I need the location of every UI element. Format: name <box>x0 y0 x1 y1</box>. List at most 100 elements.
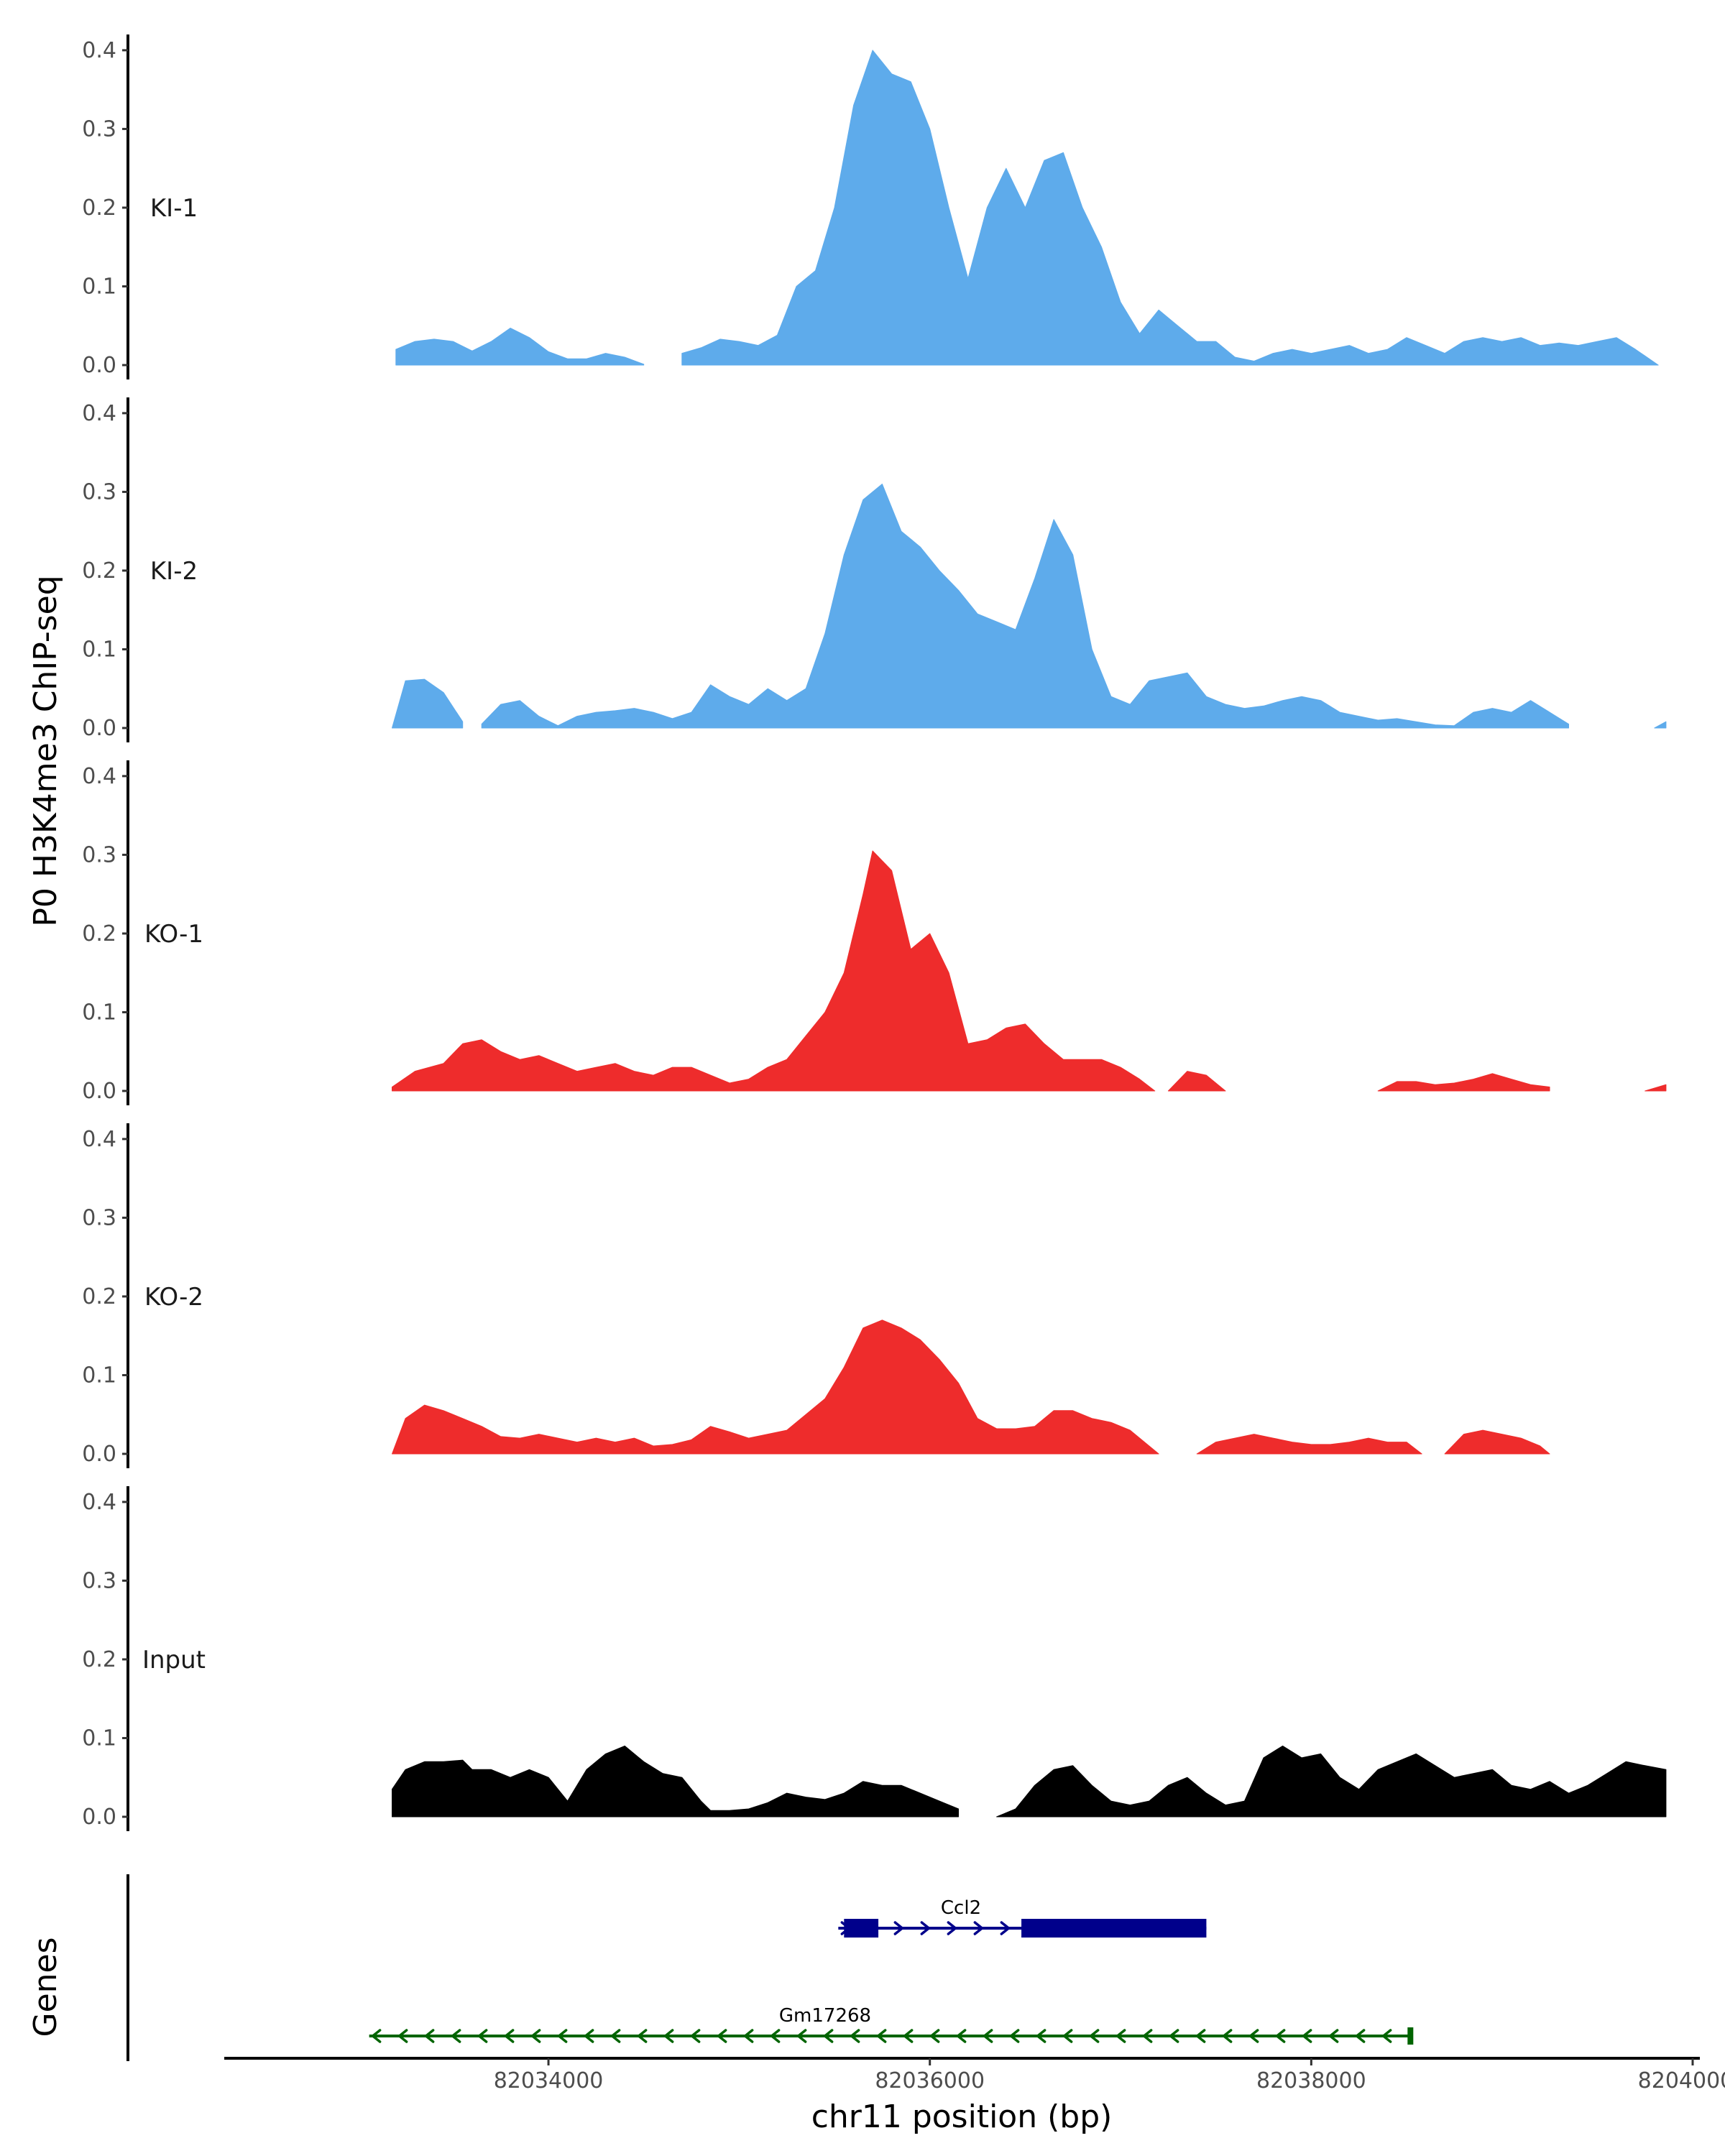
strand-chevron <box>822 2029 834 2043</box>
y-tick-label: 0.1 <box>82 274 116 299</box>
strand-chevron <box>920 1921 932 1935</box>
gene-ccl2: Ccl2 <box>838 1897 1207 1938</box>
strand-chevron <box>1168 2029 1179 2043</box>
x-tick-label: 82038000 <box>1256 2068 1366 2093</box>
y-tick-label: 0.0 <box>82 1442 116 1467</box>
signal-area <box>1654 721 1667 729</box>
strand-chevron <box>1354 2029 1366 2043</box>
track-label: KO-1 <box>144 920 203 949</box>
y-tick-label: 0.0 <box>82 1079 116 1104</box>
y-tick-label: 0.1 <box>82 1000 116 1025</box>
signal-area <box>392 678 464 729</box>
track-ko-1: 0.0 0.1 0.2 0.3 0.4 KO-1 <box>82 760 1667 1105</box>
strand-chevron <box>689 2029 701 2043</box>
strand-chevron <box>902 2029 914 2043</box>
y-tick-label: 0.0 <box>82 353 116 378</box>
strand-chevron <box>1274 2029 1286 2043</box>
signal-area <box>1196 1434 1422 1455</box>
strand-chevron <box>1381 2029 1392 2043</box>
strand-chevron <box>1221 2029 1233 2043</box>
strand-chevron <box>1062 2029 1073 2043</box>
signal-area <box>1644 1084 1667 1092</box>
gene-end-marker <box>1407 2027 1414 2045</box>
strand-chevron <box>796 2029 807 2043</box>
strand-chevron <box>1328 2029 1339 2043</box>
gene-track: Ccl2 Gm17268 <box>126 1874 1414 2061</box>
signal-area <box>395 328 645 366</box>
y-tick-label: 0.4 <box>82 401 116 426</box>
y-tick-label: 0.1 <box>82 1363 116 1388</box>
strand-chevron <box>370 2029 382 2043</box>
y-tick-label: 0.2 <box>82 1647 116 1672</box>
strand-chevron <box>1088 2029 1100 2043</box>
track-label: KI-1 <box>150 194 198 223</box>
strand-chevron <box>1195 2029 1206 2043</box>
y-tick-label: 0.2 <box>82 921 116 946</box>
y-tick-label: 0.3 <box>82 116 116 142</box>
strand-chevron <box>503 2029 515 2043</box>
strand-chevron <box>742 2029 754 2043</box>
x-tick-label: 82040000 <box>1638 2068 1725 2093</box>
strand-chevron <box>397 2029 408 2043</box>
signal-area <box>392 1319 1159 1455</box>
y-axis-title: P0 H3K4me3 ChIP-seq <box>27 575 64 926</box>
strand-chevron <box>663 2029 674 2043</box>
track-label: KO-2 <box>144 1283 203 1312</box>
strand-chevron <box>583 2029 594 2043</box>
strand-chevron <box>1000 1921 1011 1935</box>
y-tick-label: 0.1 <box>82 1726 116 1751</box>
track-label: Input <box>142 1646 206 1674</box>
track-ko-2: 0.0 0.1 0.2 0.3 0.4 KO-2 <box>82 1123 1550 1468</box>
strand-chevron <box>423 2029 435 2043</box>
y-tick-label: 0.0 <box>82 1805 116 1830</box>
y-tick-label: 0.4 <box>82 1127 116 1152</box>
y-tick-label: 0.4 <box>82 38 116 63</box>
strand-chevron <box>973 1921 985 1935</box>
signal-tracks: 0.00.10.20.30.4KI-10.00.10.20.30.4KI-20.… <box>82 34 1667 1831</box>
track-label: KI-2 <box>150 557 198 586</box>
y-tick-label: 0.3 <box>82 479 116 505</box>
track-input: 0.0 0.1 0.2 0.3 0.4 Input <box>82 1486 1667 1831</box>
strand-chevron <box>530 2029 541 2043</box>
track-ki-2: 0.0 0.1 0.2 0.3 0.4 KI-2 <box>82 397 1667 742</box>
signal-area <box>392 1745 959 1818</box>
y-tick-label: 0.4 <box>82 1490 116 1515</box>
y-tick-label: 0.3 <box>82 1568 116 1593</box>
strand-chevron <box>450 2029 461 2043</box>
y-tick-label: 0.3 <box>82 1205 116 1230</box>
y-tick-label: 0.0 <box>82 716 116 741</box>
strand-chevron <box>716 2029 727 2043</box>
x-tick-label: 82034000 <box>494 2068 604 2093</box>
strand-chevron <box>636 2029 648 2043</box>
gene-gm17268: Gm17268 <box>369 2005 1414 2045</box>
strand-chevron <box>610 2029 621 2043</box>
y-tick-label: 0.2 <box>82 195 116 221</box>
strand-chevron <box>1141 2029 1153 2043</box>
y-tick-label: 0.3 <box>82 842 116 867</box>
strand-chevron <box>929 2029 940 2043</box>
strand-chevron <box>893 1921 905 1935</box>
strand-chevron <box>1248 2029 1259 2043</box>
x-axis: 82034000 82036000 82038000 82040000 <box>224 2057 1725 2093</box>
strand-chevron <box>1008 2029 1020 2043</box>
strand-chevron <box>1115 2029 1126 2043</box>
strand-chevron <box>982 2029 993 2043</box>
signal-area <box>1377 1073 1550 1092</box>
signal-area <box>392 850 1156 1092</box>
strand-chevron <box>1301 2029 1312 2043</box>
track-ki-1: 0.0 0.1 0.2 0.3 0.4 KI-1 <box>82 34 1659 379</box>
y-tick-label: 0.4 <box>82 764 116 789</box>
strand-chevron <box>477 2029 488 2043</box>
signal-area <box>1444 1429 1550 1455</box>
signal-area <box>481 484 1569 729</box>
signal-area <box>1167 1071 1226 1092</box>
gene-label: Gm17268 <box>779 2005 871 2027</box>
y-tick-label: 0.1 <box>82 637 116 662</box>
x-axis-title: chr11 position (bp) <box>811 2099 1113 2135</box>
y-tick-label: 0.2 <box>82 558 116 584</box>
genes-axis-title: Genes <box>27 1937 64 2037</box>
strand-chevron <box>875 2029 887 2043</box>
signal-area <box>996 1745 1667 1818</box>
strand-chevron <box>955 2029 967 2043</box>
gene-label: Ccl2 <box>941 1897 981 1919</box>
